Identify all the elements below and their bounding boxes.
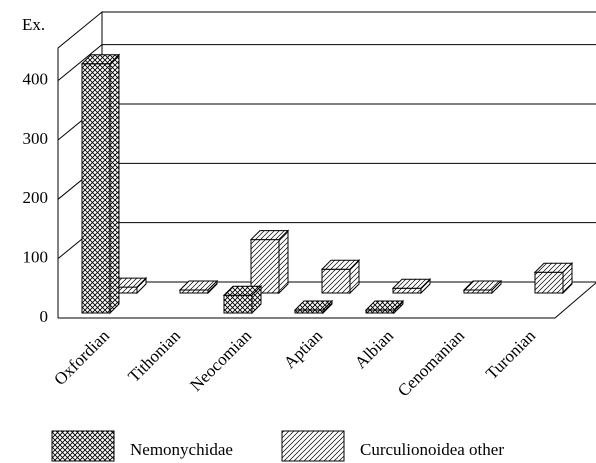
y-tick-label: 0 <box>40 307 49 326</box>
bar <box>533 262 574 295</box>
bar-front <box>534 271 564 294</box>
bar-side <box>109 53 120 315</box>
x-tick-label: Cenomanian <box>394 326 469 401</box>
y-tick-label: 300 <box>23 129 49 148</box>
x-tick-label: Neocomian <box>186 326 255 395</box>
bar <box>391 278 432 295</box>
x-tick-label: Albian <box>351 326 398 373</box>
bar-side <box>393 299 404 315</box>
bar <box>80 53 121 315</box>
x-tick-label: Tithonian <box>124 326 184 386</box>
y-tick-label: 200 <box>23 188 49 207</box>
bar <box>320 259 361 295</box>
bar-front <box>223 294 253 314</box>
bar-front <box>250 239 280 294</box>
bar-side <box>136 276 147 295</box>
bar-side <box>278 229 289 295</box>
legend-swatch <box>281 430 345 462</box>
bar-side <box>251 284 262 315</box>
grid-line <box>57 103 596 141</box>
x-tick-label: Oxfordian <box>50 326 113 389</box>
legend-label: Curculionoidea other <box>360 440 504 459</box>
y-tick-label: 400 <box>23 70 49 89</box>
bar-front <box>321 268 351 294</box>
bar-front <box>392 287 422 294</box>
x-tick-label: Aptian <box>280 326 327 373</box>
legend-swatch <box>51 430 115 462</box>
grid-line <box>57 44 596 82</box>
bar-front <box>81 63 111 314</box>
back-wall <box>102 11 596 283</box>
bar-side <box>491 279 502 295</box>
bar <box>249 229 290 295</box>
bar-side <box>420 278 431 295</box>
bar-side <box>322 299 333 315</box>
bar-side <box>207 279 218 295</box>
bar <box>178 279 219 295</box>
bar <box>222 284 263 315</box>
bar-side <box>349 259 360 295</box>
bar-side <box>562 262 573 295</box>
x-tick-label: Turonian <box>482 326 539 383</box>
legend-label: Nemonychidae <box>130 440 233 459</box>
y-tick-label: 100 <box>23 248 49 267</box>
bar <box>462 279 503 295</box>
y-axis-label: Ex. <box>22 15 45 34</box>
bar <box>293 299 334 315</box>
grid-line <box>57 222 596 260</box>
bar <box>364 299 405 315</box>
grid-line <box>57 162 596 200</box>
floor <box>58 282 596 319</box>
